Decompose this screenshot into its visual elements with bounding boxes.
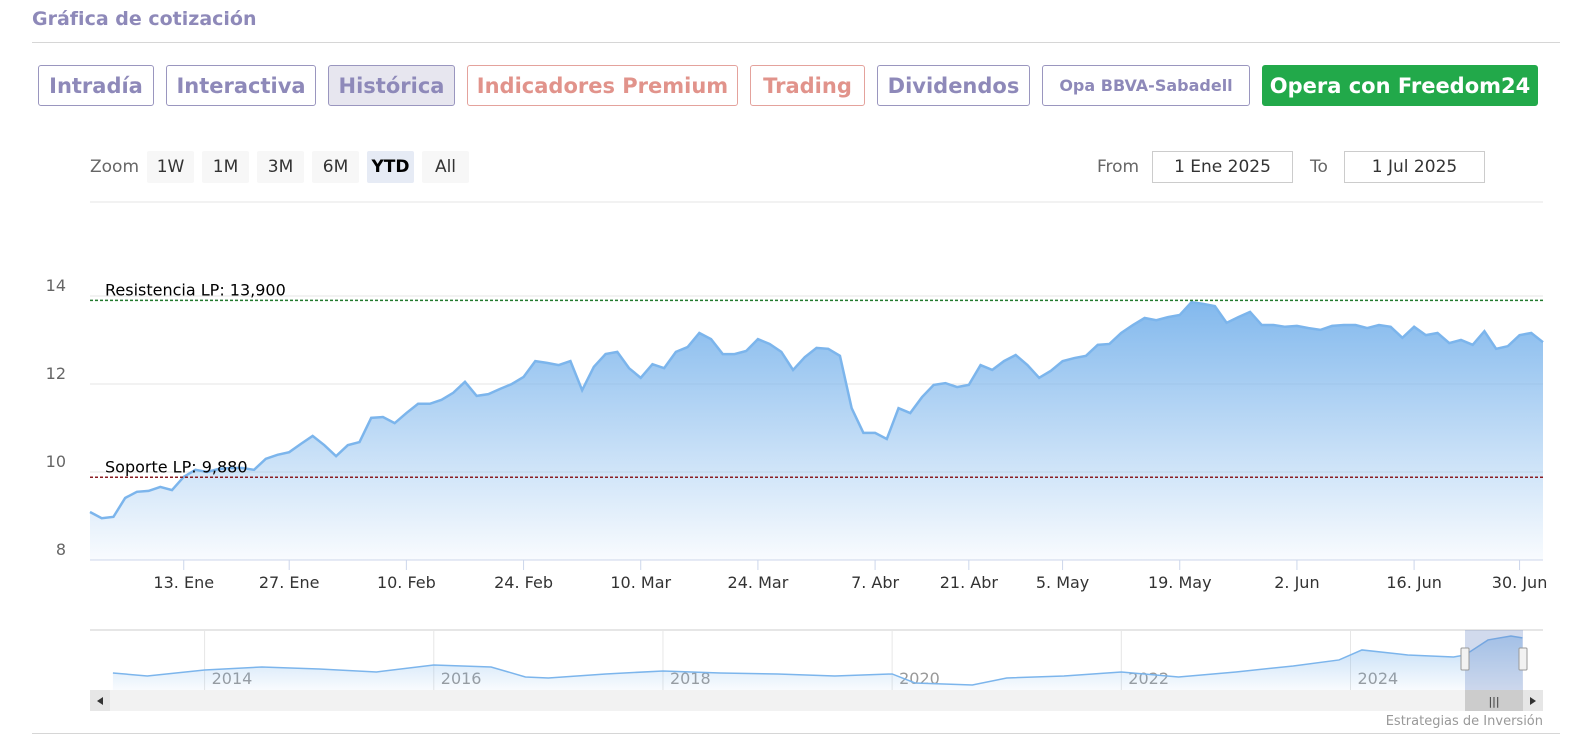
tab[interactable]: Trading <box>750 65 865 106</box>
zoom-label: Zoom <box>90 157 140 177</box>
tab[interactable]: Intradía <box>38 65 154 106</box>
y-tick-label: 14 <box>46 276 66 295</box>
navigator-handle[interactable] <box>1460 647 1470 671</box>
plot-line-label: Resistencia LP: 13,900 <box>105 280 286 299</box>
x-tick-label: 5. May <box>1036 573 1089 592</box>
to-input[interactable]: 1 Jul 2025 <box>1344 151 1485 183</box>
x-tick-label: 24. Feb <box>494 573 553 592</box>
x-tick-label: 13. Ene <box>153 573 214 592</box>
y-tick-label: 8 <box>56 540 66 559</box>
tab[interactable]: Histórica <box>328 65 455 106</box>
tab[interactable]: Interactiva <box>166 65 316 106</box>
x-tick-label: 27. Ene <box>259 573 320 592</box>
x-tick-label: 7. Abr <box>851 573 899 592</box>
from-label: From <box>1097 157 1140 177</box>
x-tick-label: 24. Mar <box>728 573 789 592</box>
arrow-right <box>1530 697 1536 705</box>
zoom-button[interactable]: 6M <box>312 151 359 183</box>
divider <box>32 733 1560 734</box>
y-tick-label: 12 <box>46 364 66 383</box>
credits: Estrategias de Inversión <box>1386 714 1543 729</box>
scrollbar-thumb[interactable] <box>1465 690 1523 711</box>
x-tick-label: 21. Abr <box>940 573 999 592</box>
price-line <box>89 300 1544 520</box>
tab[interactable]: Dividendos <box>877 65 1030 106</box>
cta-button[interactable]: Opera con Freedom24 <box>1262 65 1538 106</box>
page-title: Gráfica de cotización <box>32 8 257 30</box>
x-tick-label: 19. May <box>1148 573 1212 592</box>
x-tick-label: 16. Jun <box>1386 573 1442 592</box>
zoom-button[interactable]: All <box>422 151 469 183</box>
zoom-button[interactable]: 3M <box>257 151 304 183</box>
zoom-button[interactable]: YTD <box>367 151 414 183</box>
area-fill <box>90 302 1543 560</box>
arrow-left <box>97 697 103 705</box>
x-tick-label: 10. Mar <box>610 573 671 592</box>
tab[interactable]: Opa BBVA-Sabadell <box>1042 65 1250 106</box>
divider <box>32 42 1560 43</box>
to-label: To <box>1310 157 1328 177</box>
scrollbar-track <box>90 690 1543 711</box>
tab[interactable]: Indicadores Premium <box>467 65 738 106</box>
navigator-handle[interactable] <box>1518 647 1528 671</box>
from-input[interactable]: 1 Ene 2025 <box>1152 151 1293 183</box>
x-tick-label: 30. Jun <box>1492 573 1548 592</box>
navigator-line <box>112 635 1523 686</box>
scrollbar-grip: ||| <box>1488 695 1499 708</box>
zoom-button[interactable]: 1W <box>147 151 194 183</box>
x-tick-label: 2. Jun <box>1274 573 1319 592</box>
navigator-mask <box>1465 630 1523 690</box>
plot-line-label: Soporte LP: 9,880 <box>105 457 248 476</box>
zoom-button[interactable]: 1M <box>202 151 249 183</box>
x-tick-label: 10. Feb <box>377 573 436 592</box>
y-tick-label: 10 <box>46 452 66 471</box>
